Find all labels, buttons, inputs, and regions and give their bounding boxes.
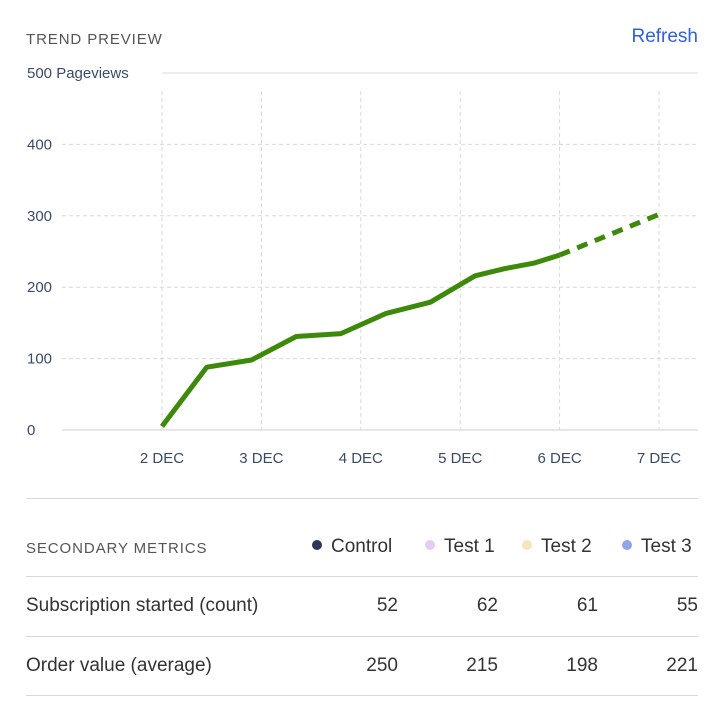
cell-test-2: 61 [576, 595, 598, 616]
legend-dot-test-2 [522, 539, 532, 550]
x-tick-label: 5 DEC [438, 450, 482, 467]
trend-title: TREND PREVIEW [26, 31, 163, 48]
legend-dot-test-1 [425, 539, 435, 550]
metrics-header: SECONDARY METRICS Control Test 1 Test 2 … [26, 530, 698, 564]
cell-control: 52 [376, 595, 398, 616]
projected-series-line [558, 212, 660, 258]
cell-test-3: 221 [666, 655, 698, 676]
cell-test-1: 62 [476, 595, 498, 616]
x-tick-label: 4 DEC [339, 450, 383, 467]
legend-label-test-3: Test 3 [641, 536, 692, 557]
trend-chart: 0 100 200 300 400 500 Pageviews 2 DEC 3 DEC 4 DE… [27, 65, 698, 467]
y-tick-label: 400 [27, 136, 52, 153]
cell-test-1: 215 [466, 655, 498, 676]
legend-dot-test-3 [622, 539, 632, 550]
table-divider [26, 695, 698, 696]
table-row: Order value (average) 250 215 198 221 [26, 637, 698, 695]
row-label: Order value (average) [26, 655, 212, 676]
legend-test-3: Test 3 [622, 536, 692, 558]
y-tick-label: 200 [27, 279, 52, 296]
x-tick-label: 7 DEC [637, 450, 681, 467]
x-tick-label: 6 DEC [538, 450, 582, 467]
legend-dot-control [312, 539, 322, 550]
trend-header: TREND PREVIEW Refresh [26, 24, 698, 54]
pageviews-series-line [160, 252, 561, 428]
x-tick-label: 3 DEC [239, 450, 283, 467]
section-divider [26, 498, 698, 499]
cell-test-2: 198 [566, 655, 598, 676]
legend-test-2: Test 2 [522, 536, 592, 558]
refresh-button[interactable]: Refresh [631, 26, 698, 47]
legend-label-control: Control [331, 536, 393, 557]
y-tick-label: 0 [27, 422, 35, 439]
legend-label-test-2: Test 2 [541, 536, 592, 557]
table-divider [26, 576, 698, 577]
table-row: Subscription started (count) 52 62 61 55 [26, 577, 698, 635]
cell-test-3: 55 [676, 595, 698, 616]
y-tick-label: 100 [27, 351, 52, 368]
legend-control: Control [312, 536, 392, 558]
legend-test-1: Test 1 [425, 536, 495, 558]
x-tick-label: 2 DEC [140, 450, 184, 467]
table-divider [26, 636, 698, 637]
metrics-title: SECONDARY METRICS [26, 540, 208, 557]
y-tick-label: 300 [27, 208, 52, 225]
row-label: Subscription started (count) [26, 595, 259, 616]
cell-control: 250 [366, 655, 398, 676]
y-tick-label: 500 Pageviews [27, 65, 129, 82]
legend-label-test-1: Test 1 [444, 536, 495, 557]
